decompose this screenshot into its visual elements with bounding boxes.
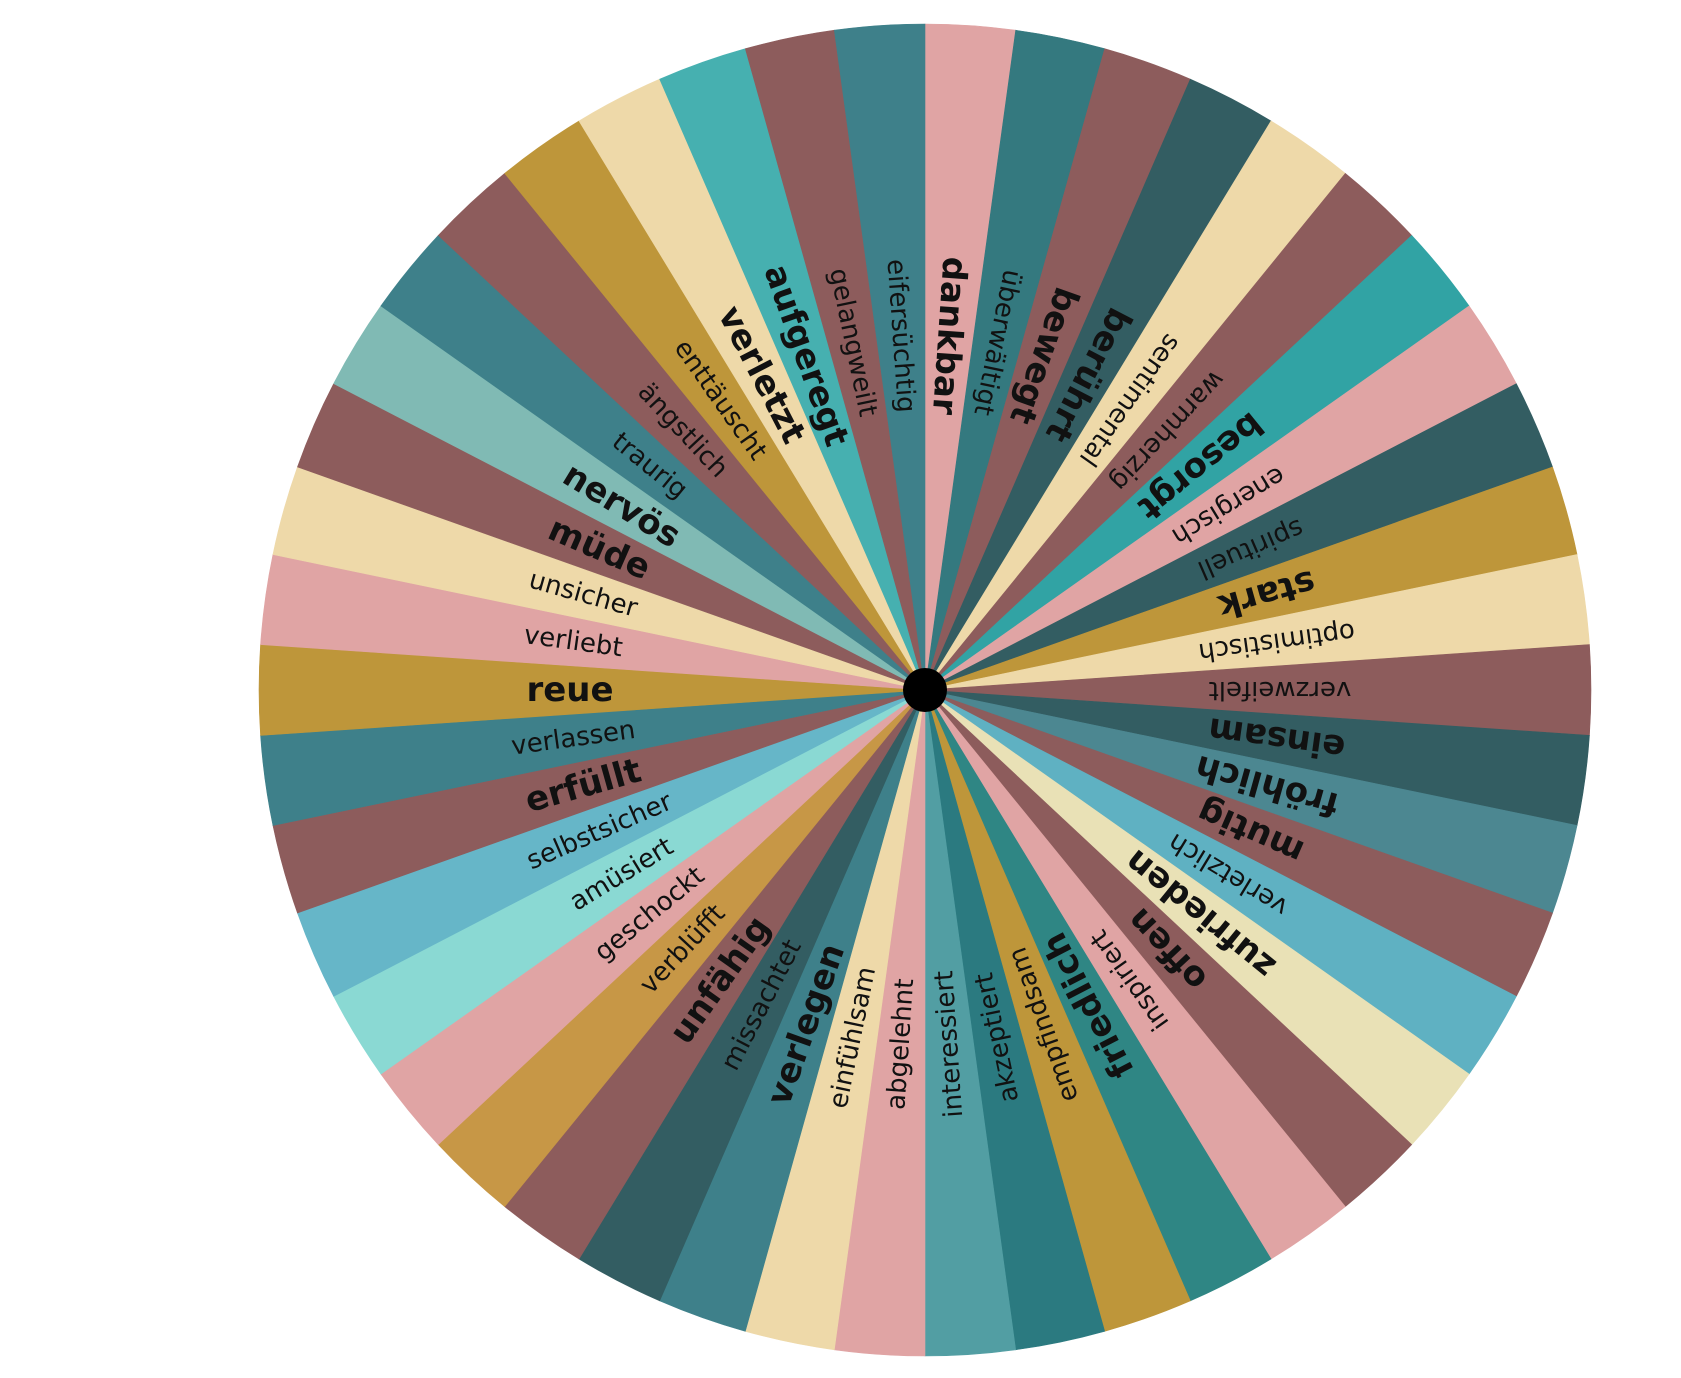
wheel-label-verzweifelt: verzweifelt: [1209, 675, 1352, 705]
wheel-hub: [903, 668, 947, 712]
wheel-segments: [258, 23, 1592, 1357]
wheel-label-reue: reue: [526, 670, 613, 710]
wheel-segment-eifersuechtig[interactable]: [833, 23, 926, 691]
